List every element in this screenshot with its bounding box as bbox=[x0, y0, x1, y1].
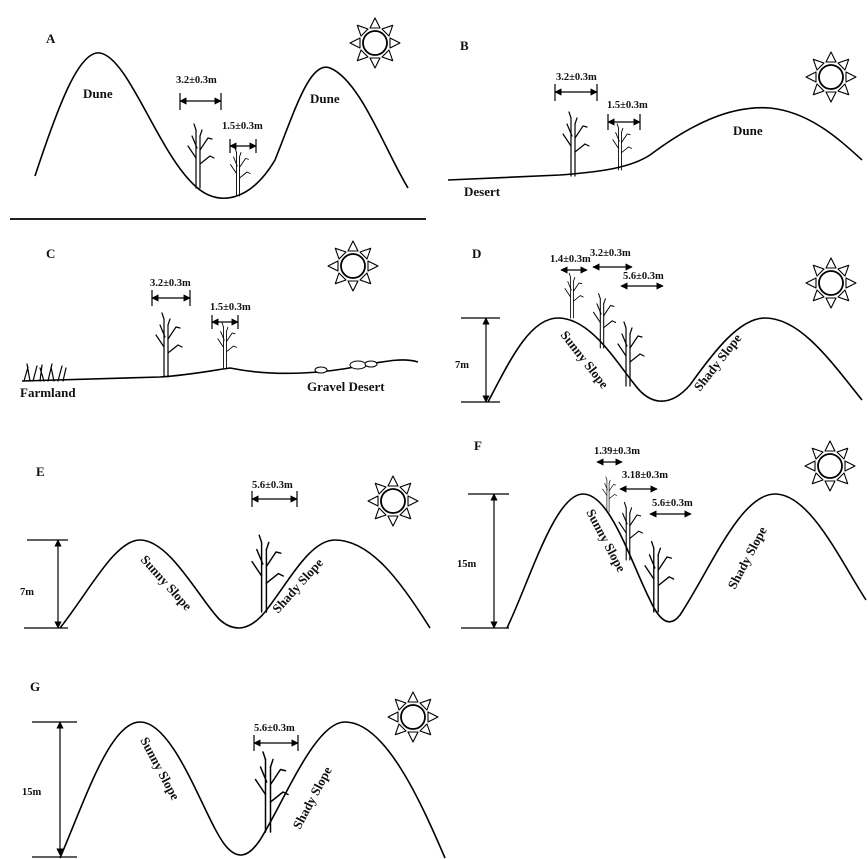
panel-d-letter: D bbox=[472, 246, 481, 261]
gravel-icon bbox=[314, 360, 378, 374]
panel-f-tree-2 bbox=[618, 501, 643, 561]
panel-f-height-label: 15m bbox=[457, 559, 477, 570]
panel-a-tree-tall bbox=[187, 123, 215, 189]
panel-b-desert-label: Desert bbox=[464, 184, 501, 199]
panel-e-letter: E bbox=[36, 464, 45, 479]
panel-d: D 7m Sunny Slope Shady Slope 1.4±0.3m 3.… bbox=[455, 246, 863, 403]
panel-b-terrain bbox=[447, 106, 863, 181]
panel-a-tree-short bbox=[230, 147, 251, 197]
panel-c-tree-tall bbox=[155, 312, 183, 378]
panel-e-measure-label: 5.6±0.3m bbox=[252, 480, 293, 491]
panel-b-tree-short bbox=[612, 123, 632, 171]
panel-g-height-label: 15m bbox=[22, 787, 42, 798]
panel-b-measure-label-1: 3.2±0.3m bbox=[556, 72, 597, 83]
panel-f: F 15m Sunny Slope Shady Slope 1.39±0.3m … bbox=[457, 438, 867, 629]
panel-a-letter: A bbox=[46, 31, 56, 46]
panel-b-tree-tall bbox=[562, 111, 590, 177]
sun-icon bbox=[327, 240, 379, 292]
sun-icon bbox=[387, 691, 439, 743]
panel-f-tree-3 bbox=[644, 540, 675, 613]
panel-c-measure-label-1: 3.2±0.3m bbox=[150, 278, 191, 289]
panel-c-tree-short bbox=[217, 322, 237, 370]
panel-e-height-label: 7m bbox=[20, 587, 34, 598]
panel-b-dune-label: Dune bbox=[733, 123, 763, 138]
panel-d-tree-2 bbox=[592, 293, 617, 349]
panel-e-shady-slope-label: Shady Slope bbox=[269, 555, 326, 616]
panel-d-tree-1 bbox=[564, 272, 584, 319]
panel-f-terrain bbox=[506, 493, 867, 629]
panel-b-measure-label-2: 1.5±0.3m bbox=[607, 100, 648, 111]
sun-icon bbox=[367, 475, 419, 527]
panel-c-farmland-label: Farmland bbox=[20, 385, 76, 400]
panel-d-terrain bbox=[487, 317, 863, 403]
panel-d-tree-3 bbox=[617, 321, 645, 387]
panel-e-terrain bbox=[59, 539, 431, 629]
panel-g-terrain bbox=[59, 721, 446, 859]
panel-d-measure-label-3: 5.6±0.3m bbox=[623, 271, 664, 282]
panel-g: G 15m Sunny Slope Shady Slope 5.6±0.3m bbox=[22, 679, 446, 859]
panel-a-measure-label-2: 1.5±0.3m bbox=[222, 121, 263, 132]
panel-e-sunny-slope-label: Sunny Slope bbox=[138, 552, 195, 613]
panel-a: A Dune Dune 3.2±0.3m 1.5±0.3m bbox=[34, 17, 409, 200]
panel-b: B Dune Desert 3.2±0.3m 1.5±0.3m bbox=[447, 38, 863, 199]
panel-a-measure-label-1: 3.2±0.3m bbox=[176, 75, 217, 86]
sun-icon bbox=[349, 17, 401, 69]
panel-d-measure-label-1: 1.4±0.3m bbox=[550, 254, 591, 265]
panel-f-tree-1 bbox=[602, 476, 618, 513]
panel-e: E 7m Sunny Slope Shady Slope 5.6±0.3m bbox=[20, 464, 431, 629]
panel-f-letter: F bbox=[474, 438, 482, 453]
panel-c-gravel-desert-label: Gravel Desert bbox=[307, 379, 385, 394]
panel-f-measure-label-1: 1.39±0.3m bbox=[594, 446, 640, 457]
panel-d-height-label: 7m bbox=[455, 360, 469, 371]
sun-icon bbox=[805, 51, 857, 103]
panel-c-terrain bbox=[21, 359, 419, 382]
panel-c-measure-label-2: 1.5±0.3m bbox=[210, 302, 251, 313]
panel-a-terrain bbox=[34, 52, 409, 200]
panel-a-left-dune-label: Dune bbox=[83, 86, 113, 101]
panel-c-letter: C bbox=[46, 246, 55, 261]
panel-f-measure-label-3: 5.6±0.3m bbox=[652, 498, 693, 509]
panel-g-measure-label: 5.6±0.3m bbox=[254, 723, 295, 734]
panel-f-shady-slope-label: Shady Slope bbox=[724, 524, 769, 592]
panel-f-measure-label-2: 3.18±0.3m bbox=[622, 470, 668, 481]
panel-d-measure-label-2: 3.2±0.3m bbox=[590, 248, 631, 259]
grass-icon bbox=[23, 363, 67, 382]
panel-b-letter: B bbox=[460, 38, 469, 53]
panel-g-letter: G bbox=[30, 679, 40, 694]
panel-d-shady-slope-label: Shady Slope bbox=[691, 331, 745, 394]
panel-c: C Farmland Gravel Desert 3.2±0.3m 1.5±0.… bbox=[20, 240, 419, 400]
sun-icon bbox=[805, 257, 857, 309]
sun-icon bbox=[804, 440, 856, 492]
panel-g-sunny-slope-label: Sunny Slope bbox=[137, 734, 183, 802]
panel-a-right-dune-label: Dune bbox=[310, 91, 340, 106]
